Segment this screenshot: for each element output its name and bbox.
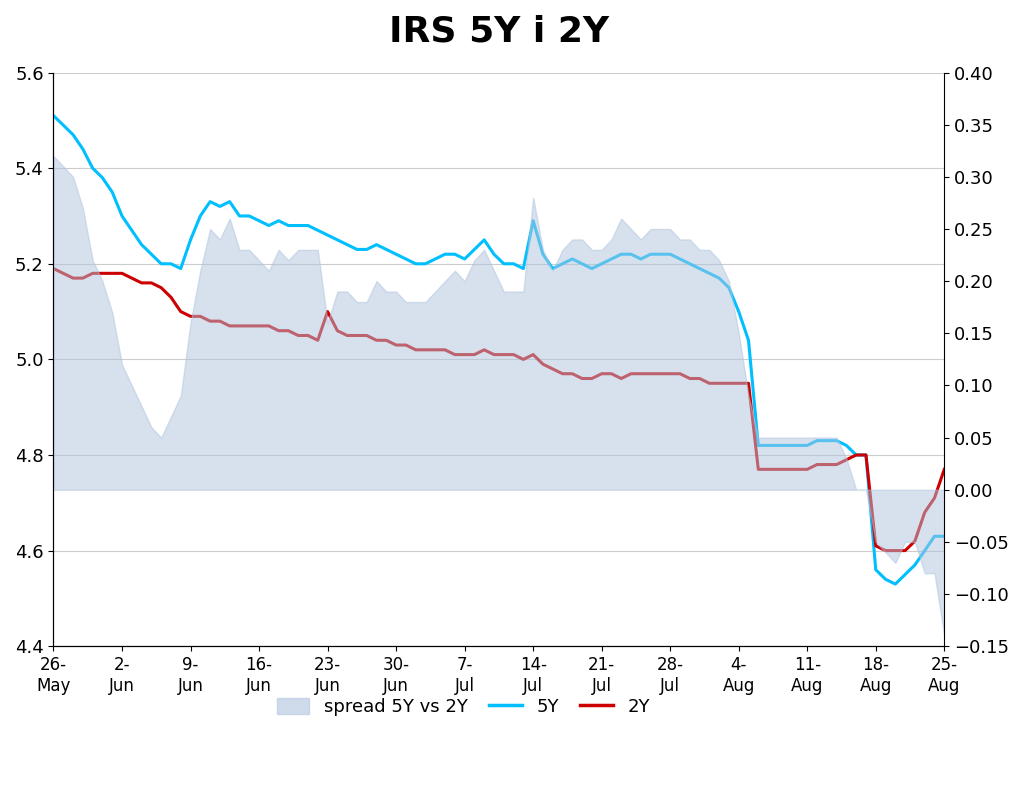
2Y bbox=[792, 464, 804, 474]
2Y bbox=[753, 464, 765, 474]
2Y bbox=[762, 464, 774, 474]
Legend: spread 5Y vs 2Y, 5Y, 2Y: spread 5Y vs 2Y, 5Y, 2Y bbox=[269, 691, 657, 723]
5Y bbox=[753, 441, 765, 450]
Line: 5Y: 5Y bbox=[53, 115, 944, 584]
2Y bbox=[742, 379, 755, 388]
5Y bbox=[47, 111, 59, 120]
5Y bbox=[742, 335, 755, 345]
2Y bbox=[703, 379, 716, 388]
5Y bbox=[762, 441, 774, 450]
2Y bbox=[47, 264, 59, 274]
5Y bbox=[889, 579, 901, 589]
2Y bbox=[880, 546, 892, 555]
2Y bbox=[938, 464, 950, 474]
5Y bbox=[703, 269, 716, 278]
Line: 2Y: 2Y bbox=[53, 269, 944, 551]
5Y bbox=[792, 441, 804, 450]
5Y bbox=[938, 532, 950, 541]
5Y bbox=[575, 259, 588, 268]
2Y bbox=[575, 374, 588, 384]
Title: IRS 5Y i 2Y: IRS 5Y i 2Y bbox=[389, 15, 609, 49]
